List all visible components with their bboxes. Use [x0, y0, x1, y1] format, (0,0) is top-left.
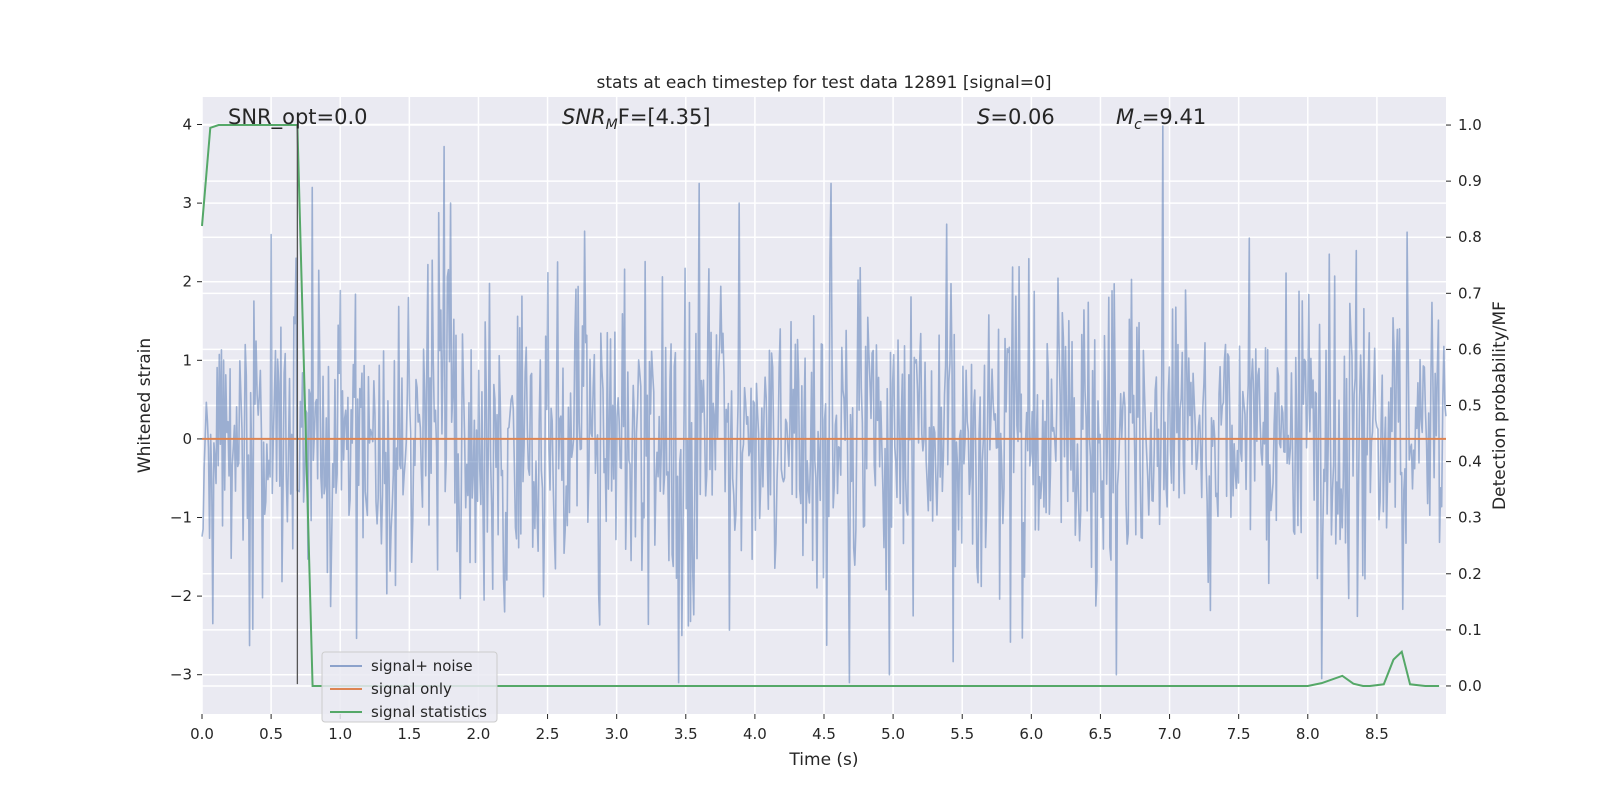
y2-tick-label: 0.9	[1458, 172, 1482, 190]
y2-tick-label: 0.4	[1458, 453, 1482, 471]
x-tick-label: 3.0	[605, 725, 629, 743]
y-tick-label: −2	[170, 587, 192, 605]
y2-tick-label: 0.0	[1458, 677, 1482, 695]
annotation-snr-mf-main: SNR	[562, 105, 606, 129]
y2-tick-label: 0.3	[1458, 509, 1482, 527]
y-tick-label: −1	[170, 509, 192, 527]
x-tick-label: 0.5	[259, 725, 283, 743]
x-axis-label: Time (s)	[788, 750, 858, 770]
legend-items: signal+ noise signal only signal statistic…	[330, 657, 487, 721]
y-tick-label: 0	[182, 430, 192, 448]
annotation-snr-mf-sub: M	[606, 117, 618, 133]
annotation-snr-mf-rest: F=[4.35]	[618, 105, 711, 129]
annotation-s: S=0.06	[977, 105, 1055, 129]
x-tick-label: 2.5	[536, 725, 560, 743]
y-tick-label: 2	[182, 273, 192, 291]
y2-tick-label: 1.0	[1458, 116, 1482, 134]
x-tick-label: 1.5	[397, 725, 421, 743]
y-tick-label: 1	[182, 351, 192, 369]
y-tick-label: 4	[182, 116, 192, 134]
annotation-mc-sub: c	[1134, 117, 1142, 133]
x-tick-label: 4.0	[743, 725, 767, 743]
x-tick-label: 8.0	[1296, 725, 1320, 743]
annotation-mc: Mc=9.41	[1116, 105, 1206, 133]
y-axis-label: Whitened strain	[135, 338, 155, 473]
y2-tick-label: 0.5	[1458, 397, 1482, 415]
legend-label: signal+ noise	[371, 657, 473, 675]
legend-label: signal statistics	[371, 703, 487, 721]
x-tick-label: 5.5	[950, 725, 974, 743]
series-signal-noise-line	[201, 125, 1447, 684]
annotation-s-rest: =0.06	[990, 105, 1054, 129]
x-tick-label: 5.0	[881, 725, 905, 743]
series-line-2	[201, 124, 1440, 687]
x-tick-label: 0.0	[190, 725, 214, 743]
x-tick-label: 1.0	[328, 725, 352, 743]
x-tick-label: 6.0	[1019, 725, 1043, 743]
x-tick-label: 7.0	[1158, 725, 1182, 743]
y-tick-label: −3	[170, 666, 192, 684]
annotation-mc-rest: =9.41	[1142, 105, 1206, 129]
legend-box	[321, 651, 498, 723]
annotation-mc-main: M	[1116, 105, 1134, 129]
y-tick-label: 3	[182, 194, 192, 212]
annotation-snr-opt: SNR_opt=0.0	[228, 105, 368, 130]
x-tick-label: 6.5	[1089, 725, 1113, 743]
x-tick-label: 3.5	[674, 725, 698, 743]
x-tick-label: 8.5	[1365, 725, 1389, 743]
annotation-s-main: S	[977, 105, 990, 129]
chart-title: stats at each timestep for test data 128…	[597, 73, 1052, 93]
x-tick-label: 7.5	[1227, 725, 1251, 743]
legend: signal+ noise signal only signal statistic…	[321, 651, 498, 723]
y2-axis-label: Detection probability/MF	[1490, 301, 1510, 510]
grid	[201, 97, 1446, 714]
series-layer	[201, 124, 1447, 687]
y2-tick-label: 0.6	[1458, 340, 1482, 358]
y2-tick-label: 0.2	[1458, 565, 1482, 583]
x-tick-label: 2.0	[467, 725, 491, 743]
y2-tick-label: 0.7	[1458, 284, 1482, 302]
y2-tick-label: 0.8	[1458, 228, 1482, 246]
legend-label: signal only	[371, 680, 452, 698]
annotation-snr-mf: SNRMF=[4.35]	[562, 105, 711, 133]
x-tick-label: 4.5	[812, 725, 836, 743]
y2-tick-label: 0.1	[1458, 621, 1482, 639]
tick-layer: 0.0 0.5 1.0 1.5 2.0 2.5 3.0 3.5 4.0 4.5 5.0 5.5 6.0 6…	[170, 116, 1482, 743]
